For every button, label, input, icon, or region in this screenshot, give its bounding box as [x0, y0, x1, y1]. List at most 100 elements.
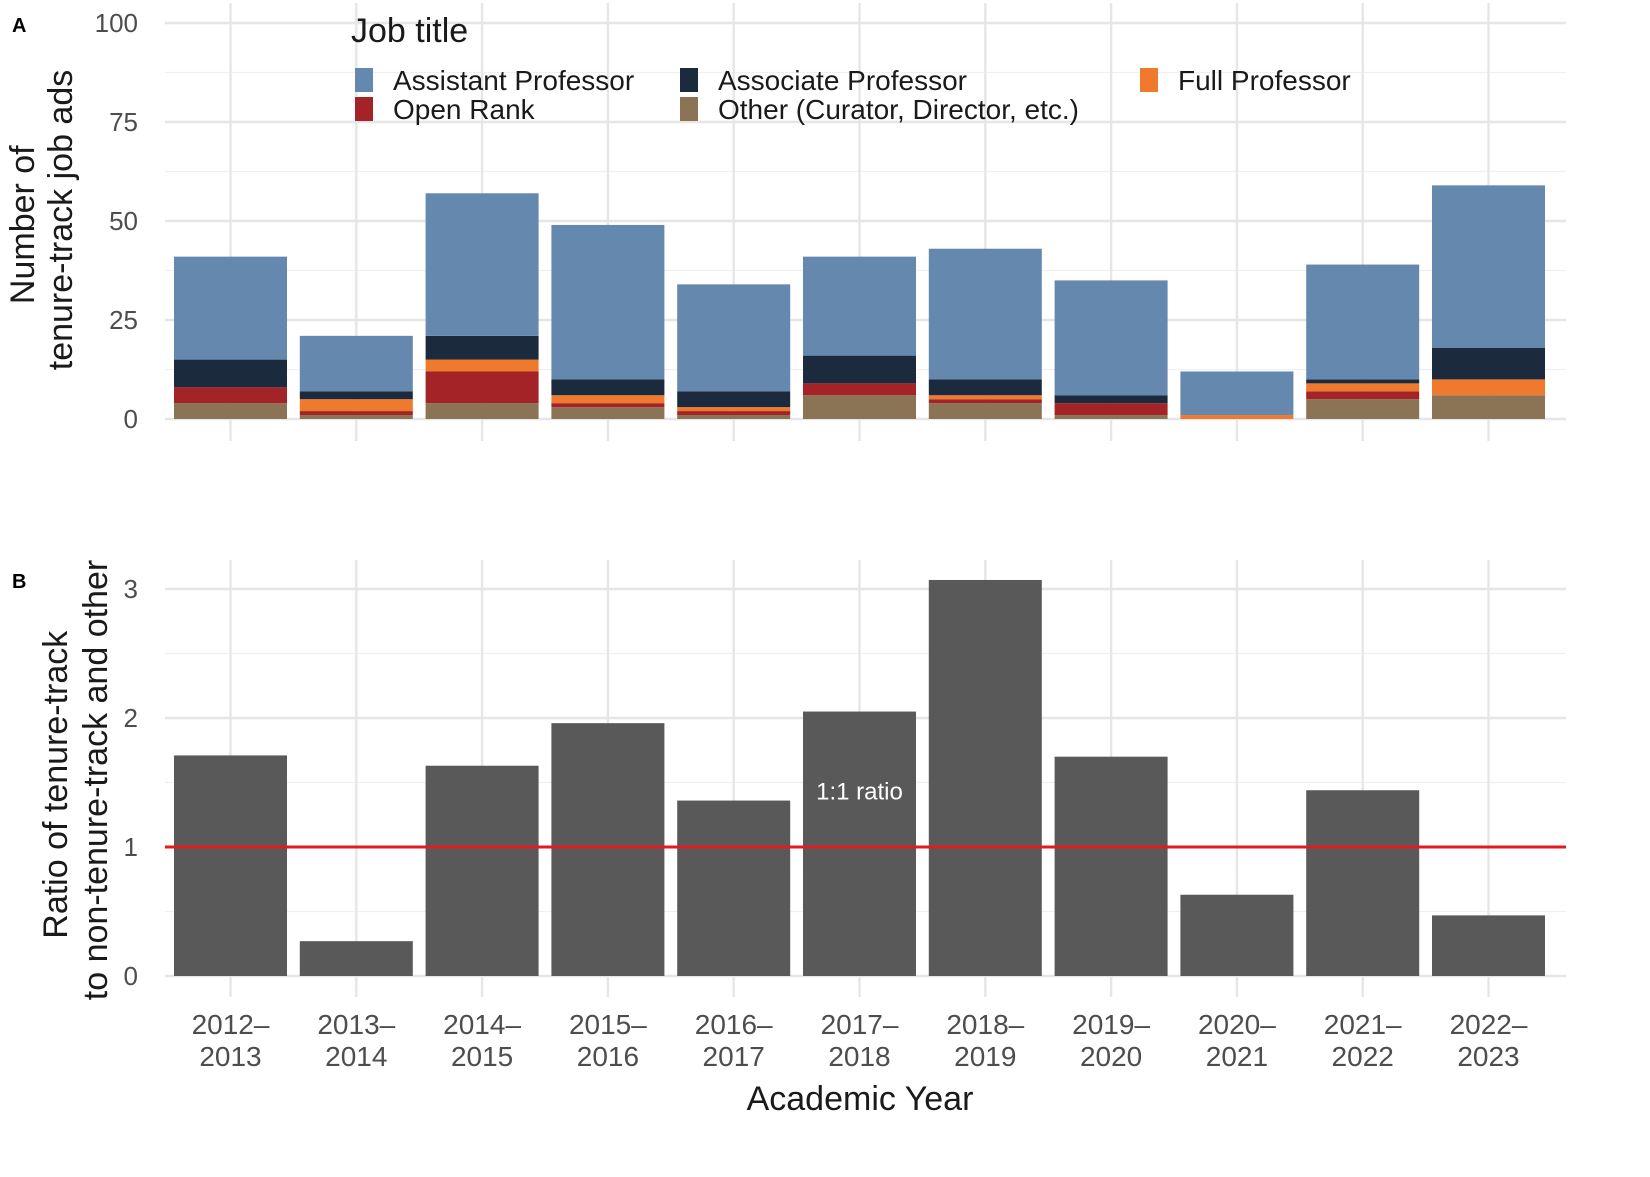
- panel-a-bars: [174, 185, 1545, 419]
- x-tick-label: 2016– 2017: [695, 1009, 773, 1072]
- panel-a-bar-segment: [928, 379, 1042, 396]
- panel-a-y-axis-title-line2: tenure-track job ads: [42, 70, 80, 371]
- x-tick-label: 2020– 2021: [1198, 1009, 1276, 1072]
- panel-a-bar-segment: [551, 407, 665, 419]
- x-tick-label: 2014– 2015: [443, 1009, 521, 1072]
- panel-a-bar-segment: [1432, 347, 1545, 380]
- panel-a-bar-segment: [677, 407, 791, 412]
- panel-a-bar-segment: [299, 411, 413, 416]
- panel-a-bar-segment: [425, 335, 539, 360]
- panel-a-bar-segment: [1306, 264, 1420, 380]
- panel-a-bar-segment: [803, 355, 916, 384]
- panel-b-bar: [677, 800, 791, 976]
- legend-label: Other (Curator, Director, etc.): [718, 94, 1079, 125]
- panel-a-y-tick-label: 25: [109, 305, 138, 335]
- panel-a-bar-segment: [928, 248, 1042, 380]
- panel-a-bar-segment: [1306, 379, 1420, 384]
- panel-a-bar-segment: [928, 395, 1042, 400]
- panel-b-bar: [174, 755, 287, 976]
- panel-b-y-axis-title-line1: Ratio of tenure-track: [37, 630, 75, 939]
- panel-a-bar-segment: [1054, 403, 1168, 416]
- panel-a-bar-segment: [928, 399, 1042, 404]
- panel-a-bar-segment: [174, 256, 287, 360]
- panel-b-bar: [928, 579, 1042, 976]
- panel-a-bar-segment: [677, 415, 791, 419]
- x-tick-label: 2019– 2020: [1072, 1009, 1150, 1072]
- x-tick-label: 2015– 2016: [569, 1009, 647, 1072]
- legend-swatch: [355, 68, 373, 92]
- panel-a-bar-segment: [299, 391, 413, 400]
- legend-title: Job title: [351, 12, 468, 50]
- legend-swatch: [680, 68, 698, 92]
- panel-b-y-tick-label: 1: [124, 832, 138, 862]
- panel-a-y-tick-label: 0: [124, 404, 138, 434]
- x-tick-label: 2013– 2014: [317, 1009, 395, 1072]
- panel-a-bar-segment: [174, 403, 287, 419]
- panel-b-y-tick-label: 3: [124, 574, 138, 604]
- panel-a: A 0 25 50 75 100 Number of tenure-track job …: [4, 3, 1566, 441]
- panel-a-bar-segment: [803, 256, 916, 356]
- panel-a-bar-segment: [1306, 391, 1420, 400]
- panel-b-bar: [551, 723, 665, 976]
- panel-a-bar-segment: [803, 383, 916, 396]
- panel-b-bars: [174, 579, 1545, 976]
- panel-a-bar-segment: [174, 387, 287, 404]
- panel-a-bar-segment: [174, 359, 287, 388]
- panel-b-y-axis-title-line2: to non-tenure-track and other: [77, 560, 115, 1000]
- panel-a-bar-segment: [677, 284, 791, 392]
- panel-a-bar-segment: [299, 335, 413, 392]
- panel-b-bar: [1054, 756, 1168, 976]
- panel-a-bar-segment: [677, 411, 791, 416]
- panel-b: B 1:1 ratio 0 1 2 3 2012– 2013 2013– 2014 2014–…: [12, 560, 1566, 1118]
- panel-a-letter: A: [12, 15, 26, 37]
- panel-b-bar: [1180, 894, 1294, 976]
- panel-b-y-axis-title: Ratio of tenure-track to non-tenure-trac…: [37, 560, 115, 1000]
- panel-b-bar: [1432, 915, 1545, 976]
- x-tick-label: 2022– 2023: [1450, 1009, 1528, 1072]
- panel-b-x-ticks: 2012– 2013 2013– 2014 2014– 2015 2015– 2016 2016…: [192, 1009, 1528, 1072]
- panel-b-letter: B: [12, 571, 26, 593]
- panel-a-bar-segment: [1054, 280, 1168, 396]
- panel-a-bar-segment: [1306, 383, 1420, 392]
- legend-items: Assistant Professor Associate Professor Fu…: [355, 65, 1351, 125]
- panel-a-bar-segment: [425, 371, 539, 404]
- panel-b-bar: [299, 941, 413, 976]
- panel-a-bar-segment: [803, 395, 916, 419]
- panel-a-bar-segment: [425, 359, 539, 372]
- panel-a-bar-segment: [1054, 395, 1168, 404]
- panel-b-bar: [425, 765, 539, 976]
- panel-a-bar-segment: [1054, 415, 1168, 419]
- panel-a-bar-segment: [928, 403, 1042, 419]
- panel-a-bar-segment: [1432, 379, 1545, 396]
- legend-swatch: [1140, 68, 1158, 92]
- x-axis-title: Academic Year: [747, 1080, 974, 1118]
- x-tick-label: 2017– 2018: [821, 1009, 899, 1072]
- panel-a-bar-segment: [551, 403, 665, 408]
- panel-b-bar: [803, 711, 916, 976]
- panel-a-bar-segment: [1432, 185, 1545, 348]
- panel-a-y-tick-label: 75: [109, 107, 138, 137]
- panel-a-bar-segment: [1432, 395, 1545, 419]
- panel-a-bar-segment: [299, 415, 413, 419]
- x-tick-label: 2021– 2022: [1324, 1009, 1402, 1072]
- panel-a-bar-segment: [1180, 415, 1294, 419]
- legend-label: Associate Professor: [718, 65, 967, 96]
- panel-b-y-tick-label: 0: [124, 961, 138, 991]
- panel-b-y-tick-label: 2: [124, 703, 138, 733]
- panel-a-bar-segment: [1180, 371, 1294, 416]
- panel-a-bar-segment: [299, 399, 413, 412]
- x-tick-label: 2012– 2013: [192, 1009, 270, 1072]
- panel-a-bar-segment: [551, 379, 665, 396]
- panel-a-y-tick-label: 50: [109, 206, 138, 236]
- x-tick-label: 2018– 2019: [946, 1009, 1024, 1072]
- panel-a-y-axis-title: Number of tenure-track job ads: [4, 70, 80, 371]
- panel-b-y-ticks: 0 1 2 3: [124, 574, 138, 991]
- legend-swatch: [680, 97, 698, 121]
- panel-a-y-ticks: 0 25 50 75 100: [95, 8, 138, 434]
- panel-a-bar-segment: [677, 391, 791, 408]
- panel-a-bar-segment: [1306, 399, 1420, 419]
- panel-a-bar-segment: [551, 224, 665, 380]
- legend-label: Assistant Professor: [393, 65, 634, 96]
